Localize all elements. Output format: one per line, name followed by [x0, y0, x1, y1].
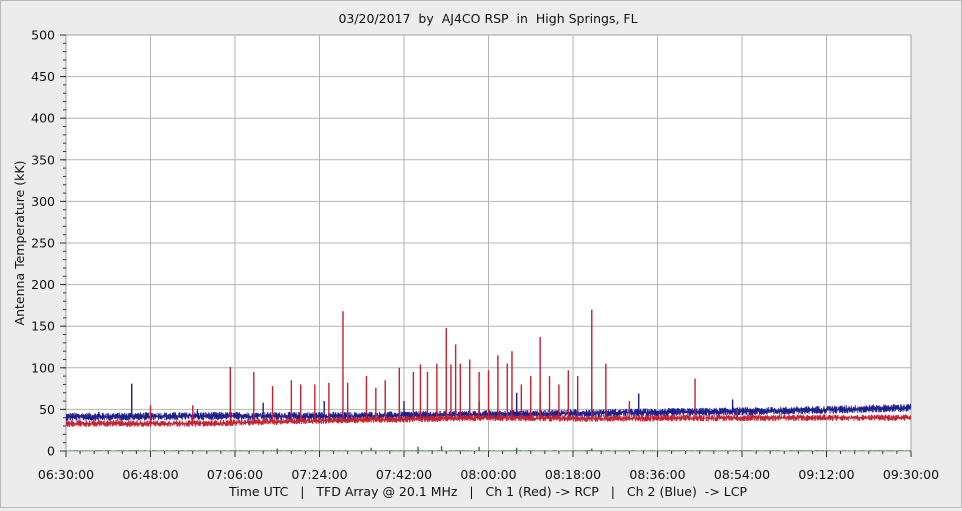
- y-tick-label: 250: [31, 236, 55, 251]
- x-tick-labels: 06:30:00 06:48:00 07:06:00 07:24:00 07:42:00…: [38, 467, 939, 482]
- y-tick-label: 450: [31, 69, 55, 84]
- x-tick-label: 07:06:00: [207, 467, 263, 482]
- x-tick-label: 09:12:00: [798, 467, 854, 482]
- chart-title: 03/20/2017 by AJ4CO RSP in High Springs,…: [338, 11, 637, 26]
- y-tick-labels: 0 50 100 150 200 250 300 350 400 450 500: [31, 28, 55, 459]
- y-tick-label: 100: [31, 360, 55, 375]
- y-tick-label: 50: [39, 402, 55, 417]
- y-tick-label: 500: [31, 28, 55, 43]
- series-trace: [66, 446, 911, 451]
- series-trace: [66, 309, 911, 427]
- y-tick-label: 400: [31, 111, 55, 126]
- x-tick-label: 08:36:00: [629, 467, 685, 482]
- y-tick-label: 0: [47, 444, 55, 459]
- x-tick-label: 06:30:00: [38, 467, 94, 482]
- x-tick-label: 07:24:00: [291, 467, 347, 482]
- series-layer: [66, 309, 911, 451]
- x-tick-label: 09:30:00: [883, 467, 939, 482]
- y-minor-ticks: [60, 34, 912, 457]
- y-tick-label: 150: [31, 319, 55, 334]
- x-tick-label: 08:00:00: [460, 467, 516, 482]
- y-axis-label: Antenna Temperature (kK): [12, 161, 27, 326]
- grid-lines: [66, 35, 911, 451]
- x-tick-label: 08:54:00: [714, 467, 770, 482]
- y-tick-label: 300: [31, 194, 55, 209]
- x-tick-label: 07:42:00: [376, 467, 432, 482]
- x-axis-label: Time UTC | TFD Array @ 20.1 MHz | Ch 1 (…: [228, 484, 747, 499]
- y-tick-label: 200: [31, 277, 55, 292]
- x-tick-label: 08:18:00: [545, 467, 601, 482]
- y-tick-label: 350: [31, 152, 55, 167]
- series-band: [66, 414, 911, 427]
- x-tick-label: 06:48:00: [122, 467, 178, 482]
